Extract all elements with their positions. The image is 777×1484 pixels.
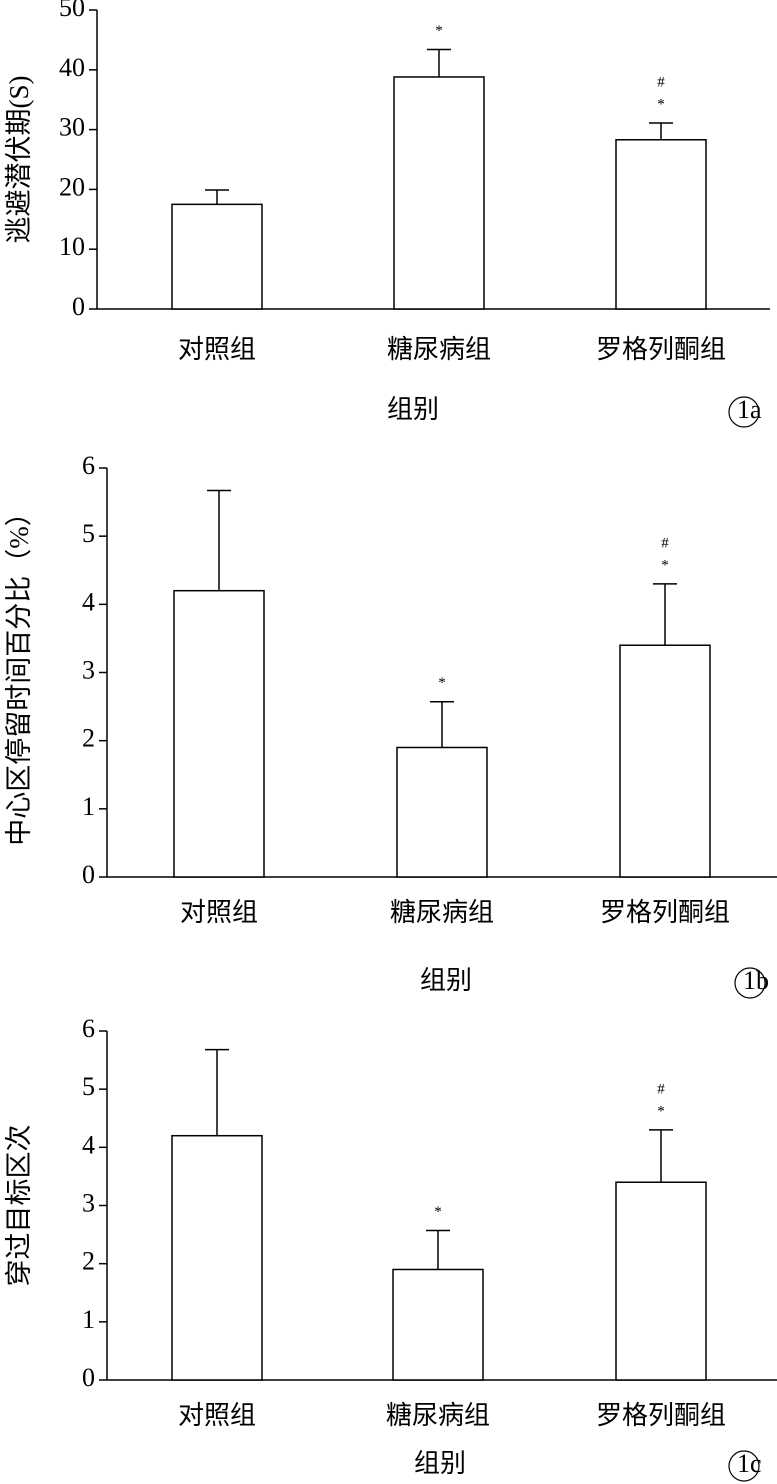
significance-marker: * bbox=[435, 23, 443, 39]
panel-label: 1a bbox=[737, 395, 762, 424]
y-axis-label: 逃避潜伏期(S) bbox=[4, 76, 34, 244]
y-tick-label: 4 bbox=[82, 587, 95, 616]
y-tick-label: 30 bbox=[59, 113, 85, 142]
bar bbox=[396, 746, 488, 878]
bar bbox=[171, 1134, 263, 1381]
panel-circle bbox=[728, 1450, 760, 1482]
panel-circle bbox=[734, 967, 766, 999]
y-tick-label: 6 bbox=[82, 451, 95, 480]
y-axis-label: 中心区停留时间百分比（%） bbox=[4, 499, 34, 846]
y-tick-label: 50 bbox=[59, 0, 85, 22]
bar bbox=[173, 589, 265, 878]
y-tick-label: 5 bbox=[82, 1072, 95, 1101]
x-tick-label: 糖尿病组 bbox=[386, 1401, 490, 1430]
x-tick-label: 糖尿病组 bbox=[390, 898, 494, 927]
bar bbox=[619, 644, 711, 878]
x-tick-label: 对照组 bbox=[178, 1401, 256, 1430]
bar bbox=[392, 1268, 484, 1381]
x-tick-label: 罗格列酮组 bbox=[600, 898, 730, 927]
y-tick-label: 0 bbox=[82, 1363, 95, 1392]
bar bbox=[615, 1181, 707, 1381]
x-tick-label: 对照组 bbox=[180, 898, 258, 927]
y-tick-label: 4 bbox=[82, 1130, 95, 1159]
y-tick-label: 6 bbox=[82, 1014, 95, 1043]
bar bbox=[615, 139, 707, 310]
bar bbox=[171, 203, 263, 310]
x-tick-label: 罗格列酮组 bbox=[596, 1401, 726, 1430]
significance-marker: # bbox=[661, 535, 669, 551]
significance-marker: * bbox=[657, 1103, 665, 1119]
panel-label: 1b bbox=[743, 966, 769, 995]
x-axis-label: 组别 bbox=[387, 395, 439, 424]
panel-circle bbox=[728, 396, 760, 428]
y-tick-label: 5 bbox=[82, 519, 95, 548]
y-tick-label: 0 bbox=[72, 292, 85, 321]
y-axis-label: 穿过目标区次 bbox=[4, 1125, 34, 1287]
x-tick-label: 糖尿病组 bbox=[387, 335, 491, 364]
y-tick-label: 20 bbox=[59, 172, 85, 201]
y-tick-label: 3 bbox=[82, 1188, 95, 1217]
significance-marker: * bbox=[657, 96, 665, 112]
y-tick-label: 2 bbox=[82, 724, 95, 753]
y-tick-label: 1 bbox=[82, 1305, 95, 1334]
y-tick-label: 10 bbox=[59, 232, 85, 261]
x-tick-label: 罗格列酮组 bbox=[596, 335, 726, 364]
x-axis-label: 组别 bbox=[420, 966, 472, 995]
bar bbox=[393, 76, 485, 310]
y-tick-label: 2 bbox=[82, 1247, 95, 1276]
significance-marker: * bbox=[438, 675, 446, 691]
x-axis-label: 组别 bbox=[414, 1449, 466, 1478]
significance-marker: # bbox=[657, 1081, 665, 1097]
significance-marker: * bbox=[434, 1204, 442, 1220]
significance-marker: * bbox=[661, 557, 669, 573]
significance-marker: # bbox=[657, 74, 665, 90]
y-tick-label: 40 bbox=[59, 53, 85, 82]
y-tick-label: 1 bbox=[82, 792, 95, 821]
panel-label: 1c bbox=[737, 1449, 762, 1478]
x-tick-label: 对照组 bbox=[178, 335, 256, 364]
y-tick-label: 3 bbox=[82, 655, 95, 684]
y-tick-label: 0 bbox=[82, 860, 95, 889]
